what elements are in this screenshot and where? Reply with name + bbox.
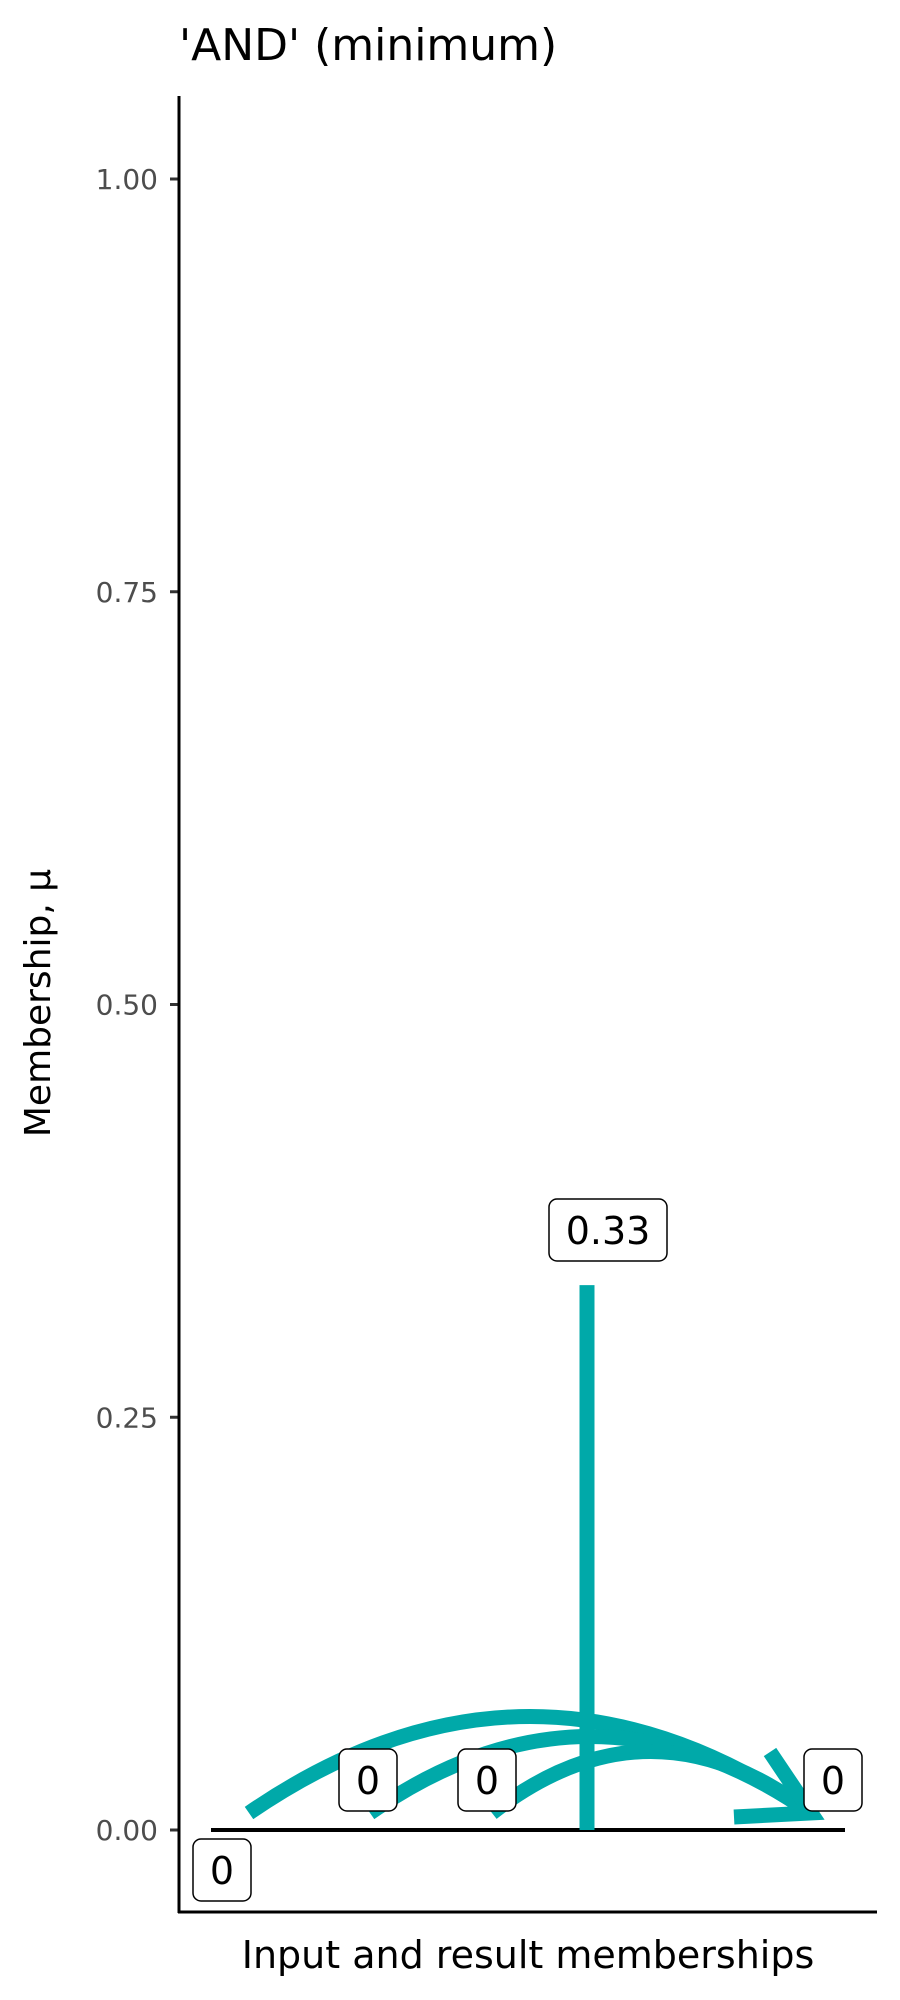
y-tick-label: 0.75	[96, 576, 158, 609]
value-label: 0	[356, 1759, 380, 1803]
value-label: 0	[210, 1849, 234, 1893]
arrow-head	[733, 1747, 825, 1825]
y-tick-label: 0.00	[96, 1814, 158, 1847]
chart-title: 'AND' (minimum)	[179, 20, 557, 71]
value-label-box	[803, 1748, 863, 1812]
value-label: 0.33	[566, 1209, 651, 1253]
value-label: 0	[475, 1759, 499, 1803]
value-label-box	[338, 1748, 398, 1812]
y-tick-label: 0.50	[96, 989, 158, 1022]
value-label-box	[457, 1748, 517, 1812]
y-tick-label: 1.00	[96, 163, 158, 196]
value-label-box	[548, 1198, 668, 1262]
y-tick-label: 0.25	[96, 1401, 158, 1434]
value-label: 0	[821, 1759, 845, 1803]
arc-input-3	[487, 1744, 816, 1819]
value-label-box	[192, 1838, 252, 1902]
y-axis-label: Membership, µ	[18, 869, 59, 1137]
x-axis-label: Input and result memberships	[242, 1933, 815, 1977]
